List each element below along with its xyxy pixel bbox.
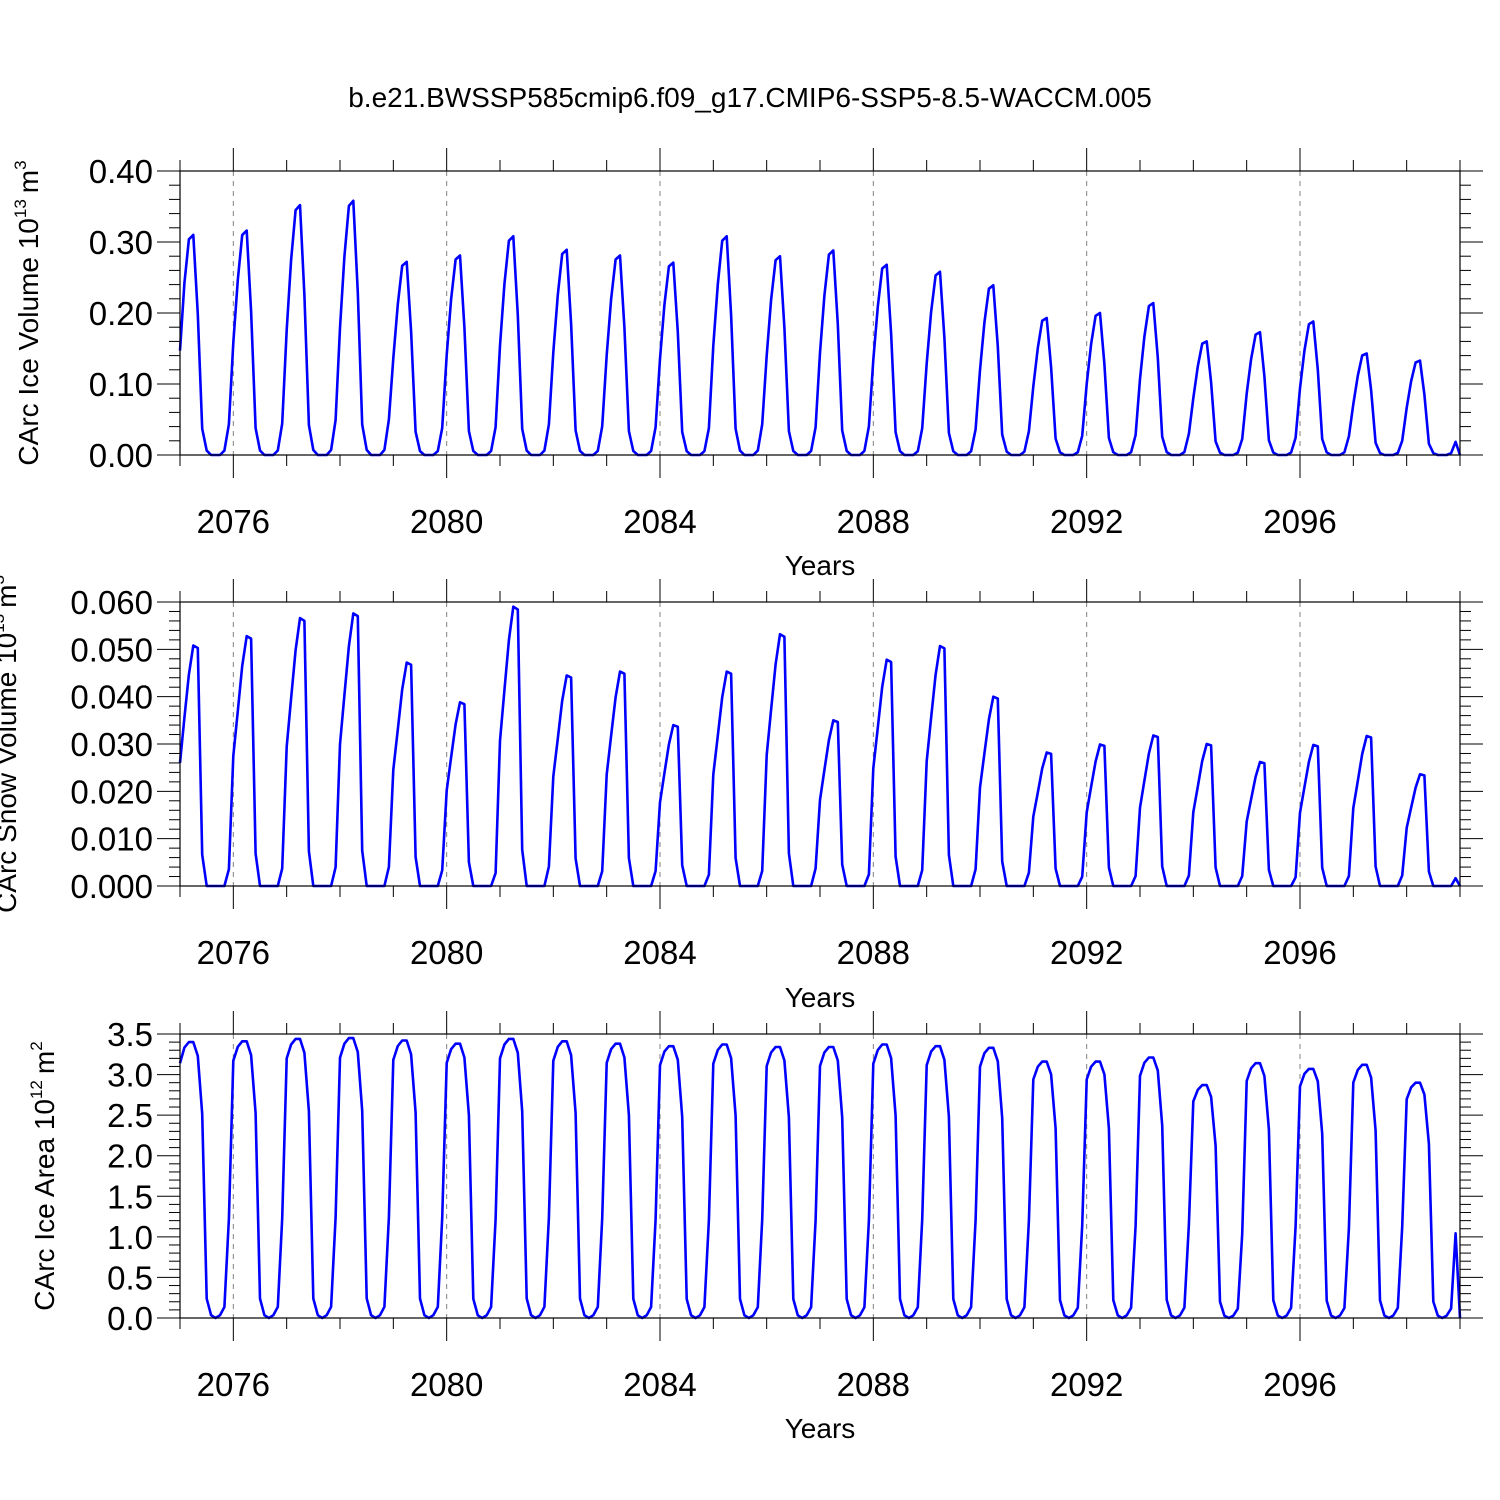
y-axis-label-unit-exponent: 3 [11, 160, 30, 169]
x-tick-label: 2080 [410, 1366, 483, 1403]
x-tick-label: 2088 [837, 934, 910, 971]
x-tick-label: 2084 [623, 1366, 696, 1403]
x-tick-label: 2080 [410, 503, 483, 540]
y-axis-label-exponent: 12 [27, 1080, 46, 1099]
x-tick-label: 2092 [1050, 1366, 1123, 1403]
series-line [178, 605, 1462, 888]
x-tick-label: 2096 [1263, 503, 1336, 540]
x-axis-label: Years [785, 982, 856, 1013]
y-axis-label-exponent: 13 [11, 199, 30, 218]
y-axis-label-unit-exponent: 2 [27, 1041, 46, 1050]
plot-frame [179, 1033, 1461, 1319]
x-tick-label: 2076 [197, 1366, 270, 1403]
x-tick-label: 2080 [410, 934, 483, 971]
x-tick-label: 2088 [837, 503, 910, 540]
y-tick-label: 0.030 [70, 726, 153, 763]
x-tick-label: 2076 [197, 503, 270, 540]
y-tick-label: 0.010 [70, 821, 153, 858]
y-axis-label-exponent: 13 [0, 614, 8, 633]
y-tick-label: 2.0 [107, 1138, 153, 1175]
y-axis-label: CArc Snow Volume 1013 m3 [0, 575, 22, 913]
panel-ice-area: 0.0 0.51.0 1.52.0 2.53.0 3.5 2076 2080 2084 2088… [27, 1011, 1483, 1444]
x-tick-label: 2084 [623, 934, 696, 971]
x-tick-label: 2076 [197, 934, 270, 971]
y-tick-label: 0.20 [89, 295, 153, 332]
y-tick-label: 0.0 [107, 1300, 153, 1337]
plot-area: 0.00 0.10 0.20 0.30 0.40 2076 2080 2084 2088 2092… [89, 148, 1483, 540]
y-tick-label: 1.0 [107, 1219, 153, 1256]
y-tick-label: 2.5 [107, 1097, 153, 1134]
plot-frame [179, 601, 1461, 887]
plot-area: 0.000 0.010 0.020 0.030 0.040 0.050 0.060 2076 2… [70, 579, 1483, 971]
y-tick-label: 0.00 [89, 437, 153, 474]
y-tick-label: 0.5 [107, 1259, 153, 1296]
series-line [178, 199, 1462, 457]
y-axis-label-text: CArc Ice Area 10 [29, 1099, 60, 1311]
y-tick-label: 0.060 [70, 584, 153, 621]
panel-snow-volume: 0.000 0.010 0.020 0.030 0.040 0.050 0.060 2076 2… [0, 575, 1483, 1013]
y-axis-label-unit-exponent: 3 [0, 575, 8, 584]
y-tick-label: 0.040 [70, 679, 153, 716]
y-tick-label: 0.10 [89, 366, 153, 403]
y-axis-label: CArc Ice Volume 1013 m3 [11, 160, 44, 465]
x-tick-label: 2088 [837, 1366, 910, 1403]
y-tick-label: 0.30 [89, 224, 153, 261]
x-tick-label: 2092 [1050, 934, 1123, 971]
y-axis-label-text: CArc Snow Volume 10 [0, 633, 22, 913]
y-axis-label-text: CArc Ice Volume 10 [13, 218, 44, 465]
y-axis-label-unit: m [0, 585, 22, 608]
figure-title: b.e21.BWSSP585cmip6.f09_g17.CMIP6-SSP5-8… [348, 82, 1152, 113]
y-axis-label: CArc Ice Area 1012 m2 [27, 1041, 60, 1310]
plot-area: 0.0 0.51.0 1.52.0 2.53.0 3.5 2076 2080 2084 2088… [107, 1011, 1483, 1403]
y-tick-label: 3.5 [107, 1016, 153, 1053]
plot-frame [179, 170, 1461, 456]
x-tick-label: 2096 [1263, 934, 1336, 971]
y-tick-label: 0.020 [70, 773, 153, 810]
x-tick-label: 2092 [1050, 503, 1123, 540]
y-axis-label-unit: m [13, 170, 44, 193]
x-axis-label: Years [785, 550, 856, 581]
series-line [178, 1036, 1462, 1320]
panel-ice-volume: 0.00 0.10 0.20 0.30 0.40 2076 2080 2084 2088 2092… [11, 148, 1483, 581]
x-tick-label: 2096 [1263, 1366, 1336, 1403]
y-tick-label: 1.5 [107, 1178, 153, 1215]
y-tick-label: 0.40 [89, 153, 153, 190]
y-axis-label-unit: m [29, 1051, 60, 1074]
x-tick-label: 2084 [623, 503, 696, 540]
y-tick-label: 0.000 [70, 868, 153, 905]
y-tick-label: 0.050 [70, 631, 153, 668]
x-axis-label: Years [785, 1413, 856, 1444]
y-tick-label: 3.0 [107, 1057, 153, 1094]
